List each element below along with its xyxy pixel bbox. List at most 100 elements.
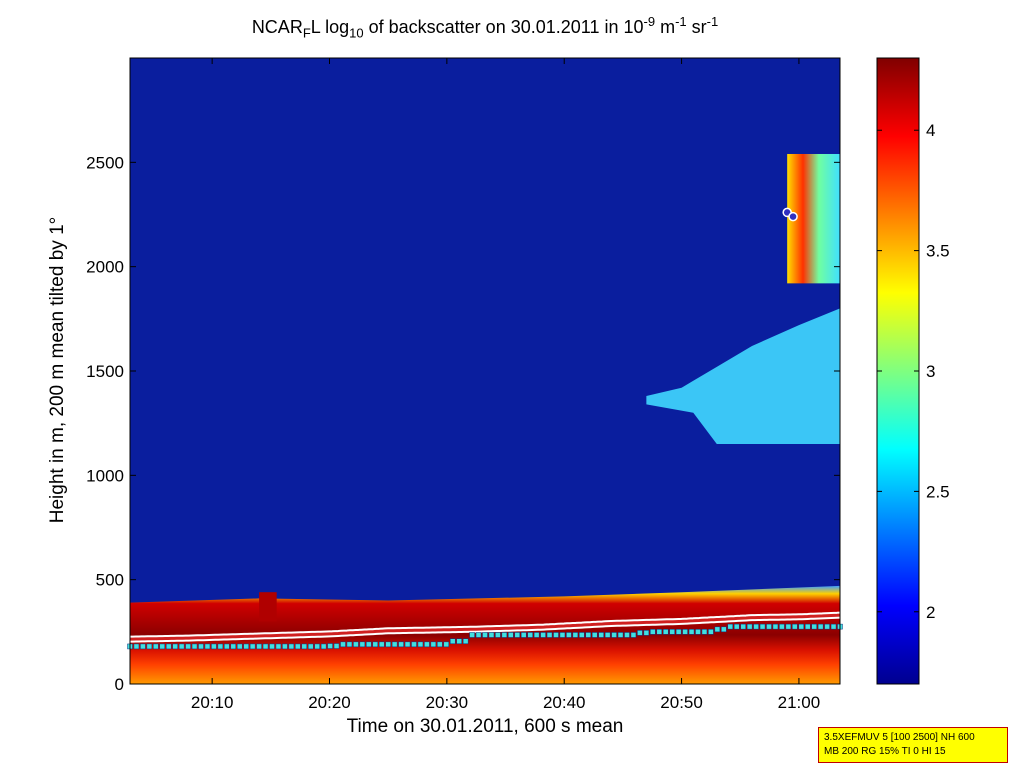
mixing-height-marker [262,643,269,650]
colorbar-tick-label: 4 [926,121,935,140]
mixing-height-marker [604,632,611,638]
mixing-height-marker [140,643,146,650]
mixing-height-marker [249,643,256,650]
mixing-height-marker [553,632,559,638]
mixing-height-marker [746,623,753,630]
mixing-height-marker [288,643,295,650]
mixing-height-marker [159,643,166,650]
mixing-height-marker [695,629,701,635]
mixing-height-marker [178,643,185,650]
y-tick-label: 1500 [86,362,124,381]
mixing-height-marker [624,632,630,638]
info-box: 3.5XEFMUV 5 [100 2500] NH 600 MB 200 RG … [818,727,1008,763]
mixing-height-marker [579,632,585,638]
mixing-height-marker [740,623,746,630]
mixing-height-marker [721,626,727,633]
x-axis-label: Time on 30.01.2011, 600 s mean [346,716,624,737]
mixing-height-marker [688,629,695,635]
mixing-height-marker [733,623,740,630]
mixing-height-marker [243,643,249,650]
mixing-height-marker [630,632,637,638]
mixing-height-marker [211,643,217,650]
mixing-height-marker [146,643,153,650]
mixing-height-marker [662,629,669,635]
mixing-height-marker [456,638,462,644]
mixing-height-marker [546,632,553,638]
mixing-height-marker [378,641,385,648]
mixing-height-marker [346,641,353,648]
mixing-height-marker [508,632,514,638]
y-tick-label: 0 [115,675,124,694]
mixing-height-marker [391,641,398,648]
mixing-height-marker [779,623,785,630]
mixing-height-marker [585,632,592,638]
mixing-height-marker [269,643,275,650]
mixing-height-marker [785,623,792,630]
mixing-height-marker [482,632,488,638]
mixing-height-marker [398,641,404,648]
mixing-height-marker [443,641,450,648]
x-tick-label: 20:10 [191,693,234,712]
mixing-height-marker [611,632,617,638]
x-tick-label: 20:50 [660,693,703,712]
mixing-height-marker [133,643,140,650]
x-tick-label: 20:20 [308,693,351,712]
mixing-height-marker [495,632,501,638]
mixing-height-marker [385,641,391,648]
mixing-height-marker [727,623,734,630]
upper-aerosol-layer [646,308,840,445]
mixing-height-marker [449,638,456,644]
mixing-height-marker [520,632,527,638]
mixing-height-marker [572,632,579,638]
mixing-height-marker [295,643,301,650]
mixing-height-marker [462,638,469,644]
mixing-height-marker [559,632,566,638]
mixing-height-marker [282,643,288,650]
mixing-height-marker [643,630,650,636]
mixing-height-marker [475,632,482,638]
y-tick-label: 2000 [86,258,124,277]
info-line-2: MB 200 RG 15% TI 0 HI 15 [824,746,946,757]
aerosol-layer-line [130,613,841,641]
mixing-height-marker [314,643,320,650]
x-tick-label: 20:30 [426,693,469,712]
mixing-height-marker [792,623,798,630]
mixing-height-marker [527,632,533,638]
mixing-height-marker [753,623,759,630]
mixing-height-marker [430,641,437,648]
mixing-height-marker [501,632,508,638]
mixing-height-marker [256,643,262,650]
mixing-height-marker [340,641,346,648]
mixing-height-marker [236,643,243,650]
mixing-height-marker [804,623,811,630]
mixing-height-marker [701,629,708,635]
mixing-height-marker [766,623,772,630]
mixing-height-marker [514,632,521,638]
mixing-height-marker [533,632,540,638]
mixing-height-marker [675,629,682,635]
mixing-height-marker [307,643,314,650]
mixing-height-marker [404,641,411,648]
mixing-height-marker [411,641,417,648]
mixing-height-marker [708,629,714,635]
mixing-height-marker [327,643,333,649]
mixing-height-marker [353,641,359,648]
mixing-height-marker [682,629,688,635]
mixing-height-marker [824,623,830,630]
mixing-height-marker [275,643,282,650]
mixing-height-marker [165,643,172,650]
mixing-height-marker [198,643,204,650]
colorbar-gradient [876,57,920,685]
y-axis-label: Height in m, 200 m mean tilted by 1° [47,216,68,524]
mixing-height-marker [359,641,366,648]
mixing-height-marker [230,643,237,650]
aerosol-plume [259,592,277,622]
mixing-height-marker [191,643,198,650]
mixing-height-marker [366,641,372,648]
chart-title: NCARFL log10 of backscatter on 30.01.201… [251,14,719,41]
mixing-height-marker [217,643,224,650]
mixing-height-marker [320,643,327,650]
mixing-height-marker [372,641,379,648]
mixing-height-marker [172,643,178,650]
